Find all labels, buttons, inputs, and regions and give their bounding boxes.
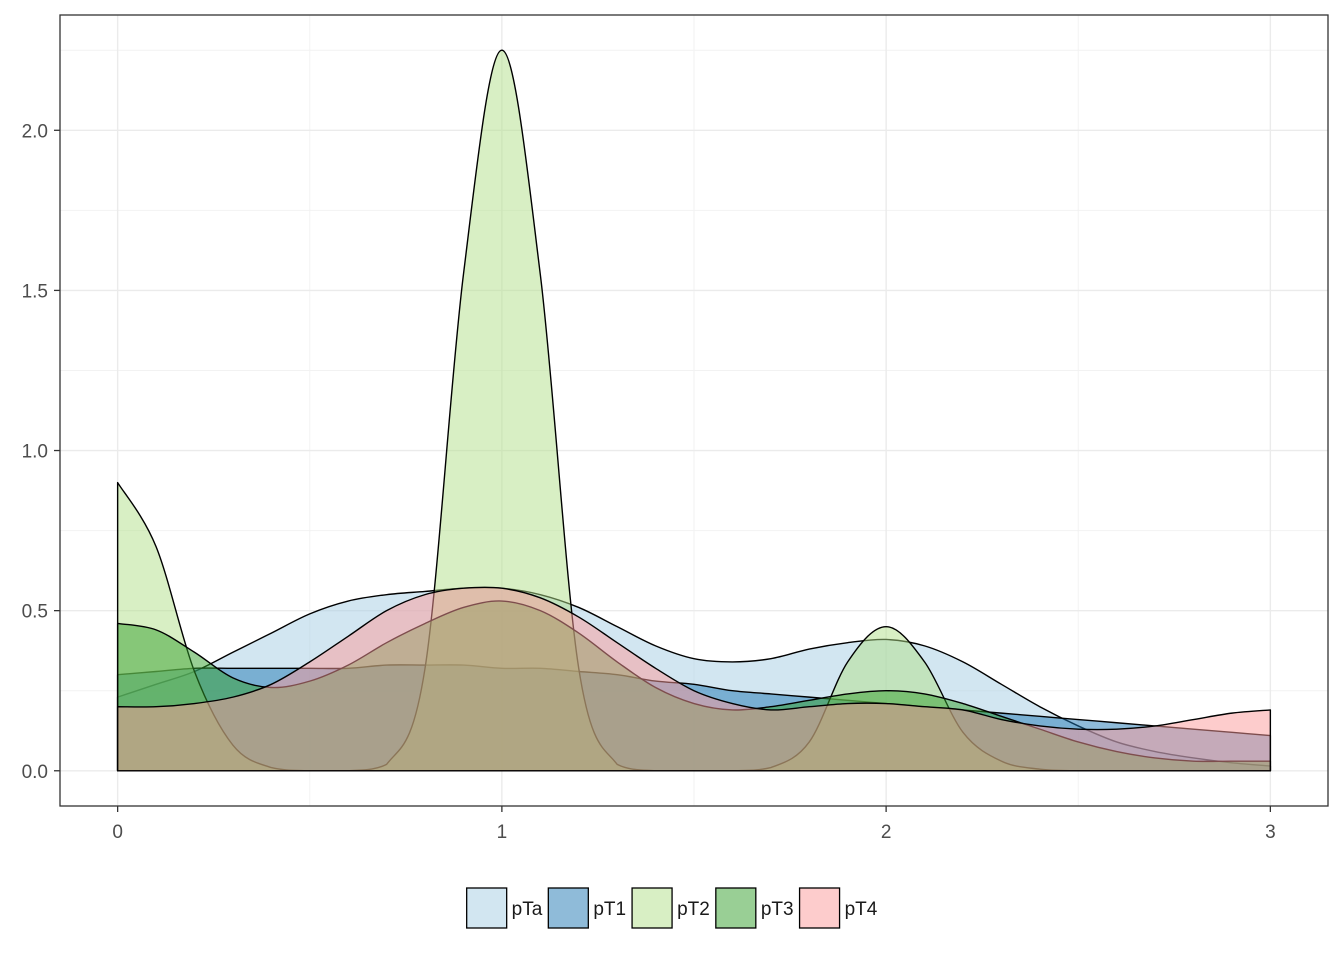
panel-border (59, 14, 1329, 807)
legend-item-pt4: pT4 (798, 887, 878, 929)
legend-key-pta (466, 887, 508, 929)
density-area-pt4 (116, 586, 1272, 772)
x-tick-label: 3 (1265, 822, 1276, 843)
legend-key-pt2 (631, 887, 673, 929)
legend-key-pt3 (715, 887, 757, 929)
legend: pTa pT1 pT2 pT3 pT4 (466, 887, 878, 929)
x-tick-label: 1 (497, 822, 508, 843)
y-tick-label: 0.5 (22, 602, 48, 623)
y-tick-label: 1.5 (22, 281, 48, 302)
legend-item-pt1: pT1 (547, 887, 626, 929)
density-areas (116, 49, 1272, 772)
legend-label-pt3: pT3 (761, 899, 794, 920)
y-tick-label: 2.0 (22, 121, 48, 142)
legend-label-pt2: pT2 (677, 899, 710, 920)
legend-label-pt4: pT4 (845, 899, 878, 920)
legend-key-pt1 (547, 887, 589, 929)
x-tick-label: 0 (112, 822, 123, 843)
legend-label-pta: pTa (512, 899, 543, 920)
y-tick-label: 0.0 (22, 762, 48, 783)
legend-item-pta: pTa (466, 887, 543, 929)
legend-label-pt1: pT1 (593, 899, 626, 920)
legend-item-pt3: pT3 (715, 887, 794, 929)
x-tick-label: 2 (881, 822, 892, 843)
axis-ticks: 0 1 2 3 0.0 0.5 1.0 1.5 2.0 (22, 121, 1276, 843)
legend-item-pt2: pT2 (631, 887, 710, 929)
legend-key-pt4 (798, 887, 841, 929)
y-tick-label: 1.0 (22, 442, 48, 463)
